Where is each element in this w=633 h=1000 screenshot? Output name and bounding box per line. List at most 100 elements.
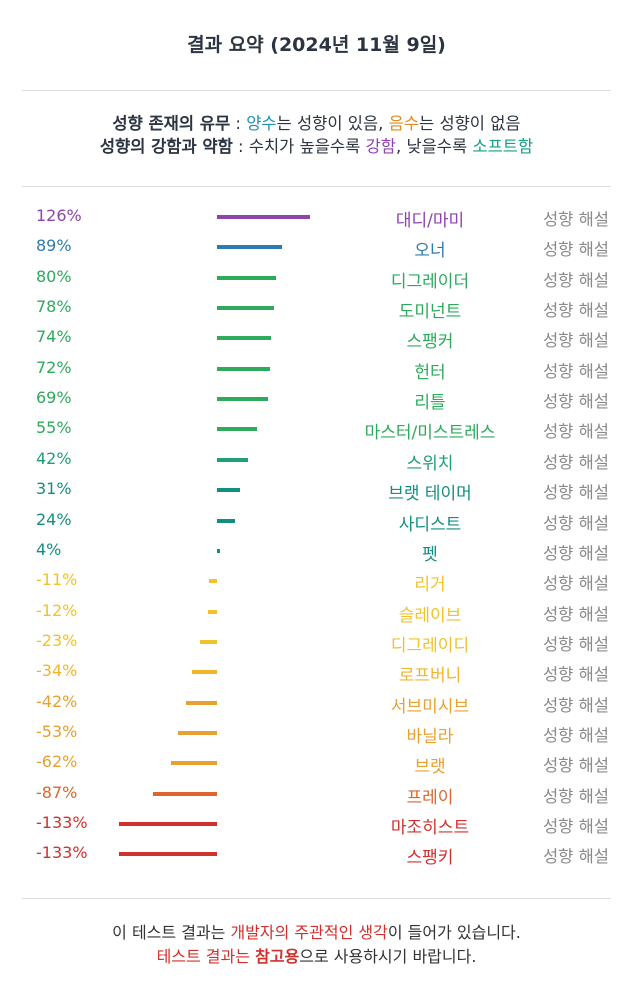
detail-link[interactable]: 성향 해설 — [543, 331, 609, 351]
detail-link[interactable]: 성향 해설 — [543, 543, 609, 563]
detail-link[interactable]: 성향 해설 — [543, 786, 609, 806]
category-label: 마조히스트 — [390, 818, 470, 838]
category-label: 로프버니 — [398, 666, 462, 687]
text-segment: 강함 — [365, 137, 396, 156]
bar — [217, 336, 272, 341]
result-row: -23% 디그레이디 성향 해설 — [0, 627, 633, 657]
text-segment: , 낮을수록 — [395, 137, 473, 156]
value-label: 89% — [36, 236, 72, 256]
category-label: 프레이 — [406, 787, 454, 808]
category-label: 도미넌트 — [398, 302, 462, 323]
category-label: 리틀 — [414, 393, 446, 414]
result-row: -53% 바닐라 성향 해설 — [0, 718, 633, 748]
category-label: 마스터/미스트레스 — [364, 423, 496, 444]
detail-link[interactable]: 성향 해설 — [543, 604, 609, 624]
value-label: 126% — [36, 206, 82, 225]
value-label: -23% — [36, 630, 78, 650]
category-label: 스위치 — [406, 453, 454, 474]
bar — [217, 215, 310, 219]
text-segment: 으로 사용하시기 바랍니다. — [299, 947, 477, 966]
detail-link[interactable]: 성향 해설 — [543, 392, 609, 412]
value-label: -62% — [36, 752, 78, 772]
bar — [153, 791, 217, 796]
value-label: 72% — [36, 357, 72, 377]
bar — [217, 488, 240, 493]
text-segment: 양수 — [246, 114, 277, 133]
result-row: 89% 오너 성향 해설 — [0, 232, 633, 262]
result-row: 74% 스팽커 성향 해설 — [0, 323, 633, 353]
category-label: 스팽키 — [406, 848, 454, 869]
text-line: 이 테스트 결과는 개발자의 주관적인 생각이 들어가 있습니다. — [0, 921, 633, 945]
text-segment: : 수치가 높을수록 — [232, 137, 366, 156]
result-row: 24% 사디스트 성향 해설 — [0, 506, 633, 536]
result-row: -133% 마조히스트 성향 해설 — [0, 809, 633, 839]
value-label: -12% — [36, 600, 78, 620]
text-line: 테스트 결과는 참고용으로 사용하시기 바랍니다. — [0, 945, 633, 969]
detail-link[interactable]: 성향 해설 — [543, 483, 609, 503]
text-segment: 는 성향이 없음 — [419, 114, 521, 133]
category-label: 오너 — [414, 241, 446, 262]
result-row: 42% 스위치 성향 해설 — [0, 445, 633, 475]
category-label: 디그레이더 — [390, 271, 470, 292]
detail-link[interactable]: 성향 해설 — [543, 574, 609, 594]
category-label: 디그레이디 — [390, 635, 470, 656]
bar — [208, 609, 217, 614]
text-segment: 테스트 결과는 — [156, 947, 256, 966]
detail-link[interactable]: 성향 해설 — [543, 634, 609, 654]
category-label: 브랫 — [414, 757, 446, 778]
bar — [217, 366, 270, 371]
detail-link[interactable]: 성향 해설 — [543, 210, 609, 229]
category-label: 헌터 — [414, 362, 446, 383]
detail-link[interactable]: 성향 해설 — [543, 725, 609, 745]
value-label: 31% — [36, 479, 72, 499]
text-segment: 성향의 강함과 약함 — [99, 137, 233, 156]
text-segment: 음수 — [388, 114, 420, 133]
bar — [119, 852, 217, 857]
detail-link[interactable]: 성향 해설 — [543, 301, 609, 321]
bar — [217, 397, 268, 402]
result-row: 126% 대디/마미 성향 해설 — [0, 202, 633, 232]
bar — [217, 306, 275, 311]
text-segment: : — [230, 114, 247, 133]
detail-link[interactable]: 성향 해설 — [543, 665, 609, 685]
detail-link[interactable]: 성향 해설 — [543, 817, 609, 836]
detail-link[interactable]: 성향 해설 — [543, 695, 609, 715]
value-label: -133% — [36, 843, 88, 863]
bar — [217, 457, 248, 462]
detail-link[interactable]: 성향 해설 — [543, 513, 609, 533]
bar — [217, 245, 283, 250]
value-label: -87% — [36, 782, 78, 802]
divider — [22, 898, 611, 899]
value-label: 80% — [36, 266, 72, 286]
text-segment: 성향 존재의 유무 — [112, 114, 231, 133]
detail-link[interactable]: 성향 해설 — [543, 452, 609, 472]
bar — [119, 822, 217, 826]
text-segment: 이 테스트 결과는 — [112, 923, 231, 942]
value-label: 74% — [36, 327, 72, 347]
text-line: 성향의 강함과 약함 : 수치가 높을수록 강함, 낮을수록 소프트함 — [0, 135, 633, 158]
bar — [178, 730, 217, 735]
bar — [171, 761, 217, 766]
value-label: 42% — [36, 448, 72, 468]
result-row: 31% 브랫 테이머 성향 해설 — [0, 475, 633, 505]
detail-link[interactable]: 성향 해설 — [543, 270, 609, 290]
detail-link[interactable]: 성향 해설 — [543, 361, 609, 381]
detail-link[interactable]: 성향 해설 — [543, 756, 609, 776]
value-label: 55% — [36, 418, 72, 438]
detail-link[interactable]: 성향 해설 — [543, 240, 609, 260]
divider — [22, 186, 611, 187]
result-row: 80% 디그레이더 성향 해설 — [0, 263, 633, 293]
bar — [186, 700, 217, 705]
bar — [208, 579, 217, 584]
result-row: 72% 헌터 성향 해설 — [0, 354, 633, 384]
result-row: -62% 브랫 성향 해설 — [0, 748, 633, 778]
value-label: 78% — [36, 297, 72, 317]
category-label: 리거 — [414, 575, 446, 596]
detail-link[interactable]: 성향 해설 — [543, 847, 609, 867]
value-label: -133% — [36, 813, 88, 832]
detail-link[interactable]: 성향 해설 — [543, 422, 609, 442]
category-label: 서브미시브 — [390, 696, 470, 717]
category-label: 스팽커 — [406, 332, 454, 353]
result-row: 4% 펫 성향 해설 — [0, 536, 633, 566]
